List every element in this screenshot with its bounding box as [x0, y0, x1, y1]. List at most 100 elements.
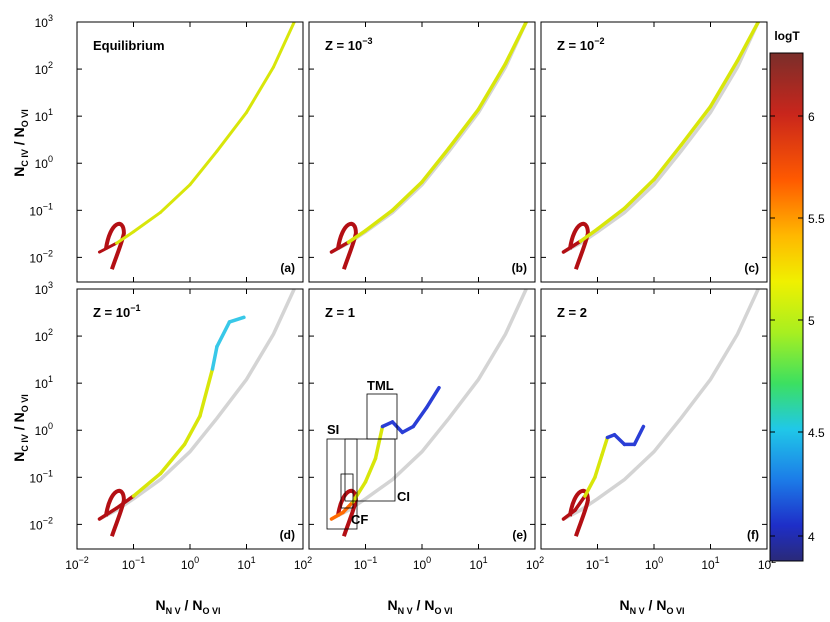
colorbar-title: logT [774, 29, 800, 43]
y-axis-label-bottom: NC IV / NO VI [11, 394, 30, 461]
equilibrium-reference-line-c [562, 22, 760, 254]
panel-e: 10−1 100 101 102 Z = 1 (e) TML SI CI CF [308, 288, 544, 572]
y-tick-label: 102 [35, 60, 53, 77]
series-segment-d-0 [97, 506, 119, 521]
annotation-label-cf: CF [351, 512, 368, 527]
series-segment-b-6 [476, 61, 508, 112]
series-segment-a-0 [97, 241, 118, 254]
y-tick-label: 100 [35, 421, 53, 438]
x-axis-label-2: NN V / NO VI [388, 597, 453, 616]
panel-b: Z = 10−3 (b) [308, 21, 536, 283]
series-segment-e-6 [390, 420, 405, 435]
svg-text:NN V / NO VI: NN V / NO VI [620, 597, 685, 616]
series-segment-b-2 [363, 208, 395, 233]
svg-text:NC IV / NO VI: NC IV / NO VI [11, 109, 30, 176]
x-tick-label: 101 [701, 555, 719, 572]
series-segment-d-8 [227, 315, 246, 324]
series-segment-c-3 [622, 177, 656, 211]
plot-frame-b [308, 21, 536, 283]
series-segment-b-5 [447, 107, 481, 150]
ylabel-sub2: O VI [20, 109, 30, 127]
ylabel-sub2-2: O VI [20, 394, 30, 412]
series-segment-c-5 [679, 104, 713, 148]
series-segment-b-3 [390, 180, 424, 213]
panel-letter-a: (a) [280, 261, 295, 275]
series-segment-f-0 [561, 508, 577, 521]
series-segment-a-1 [114, 230, 135, 245]
series-segment-d-7 [215, 320, 232, 349]
panel-title-a: Equilibrium [93, 38, 165, 53]
annotation-label-si: SI [327, 422, 339, 437]
y-tick-label: 103 [35, 13, 53, 30]
series-segment-a-7 [271, 22, 296, 69]
x-axis-label-3: NN V / NO VI [620, 597, 685, 616]
x-tick-label: 100 [645, 555, 663, 572]
hot-loop-a [103, 221, 126, 270]
panel-a: 103 102 101 100 10−1 10−2 Equilibrium (a) [29, 13, 304, 283]
colorbar: logT 6 5.5 5 4.5 4 [769, 29, 825, 562]
y-tick-label: 103 [35, 280, 53, 297]
series-segment-f-1 [573, 494, 587, 512]
x-tick-label: 102 [294, 555, 312, 572]
series-segment-e-7 [400, 424, 415, 435]
series-segment-c-6 [708, 59, 740, 109]
series-segment-e-1 [341, 500, 355, 515]
panel-title-d: Z = 10−1 [93, 303, 140, 320]
plot-frame-a [76, 21, 304, 283]
y-tick-label: 102 [35, 327, 53, 344]
hot-loop-b [335, 221, 358, 270]
x-tick-label: 10−1 [586, 555, 610, 572]
series-segment-b-1 [346, 228, 368, 244]
y-tick-label: 10−1 [29, 468, 53, 485]
series-segment-e-9 [424, 385, 441, 410]
series-segment-e-4 [373, 424, 385, 461]
series-segment-a-4 [188, 149, 219, 187]
series-segment-f-4 [600, 435, 610, 457]
x-axis-label-1: NN V / NO VI [156, 597, 221, 616]
series-segment-c-1 [578, 227, 600, 244]
series-segment-a-6 [245, 65, 275, 114]
panel-title-c: Z = 10−2 [557, 36, 604, 53]
x-tick-label: 101 [237, 555, 255, 572]
series-segment-f-6 [612, 433, 627, 447]
annotation-label-tml: TML [367, 378, 394, 393]
annotation-box-2 [344, 438, 396, 502]
panel-letter-b: (b) [512, 261, 527, 275]
svg-text:NN V / NO VI: NN V / NO VI [156, 597, 221, 616]
series-segment-e-5 [380, 420, 395, 429]
y-tick-label: 10−2 [29, 248, 53, 265]
series-segment-a-3 [158, 183, 192, 214]
series-segment-e-3 [363, 456, 378, 484]
hot-loop-c [567, 221, 590, 270]
equilibrium-reference-line-b [330, 22, 528, 254]
series-segment-c-7 [735, 22, 760, 63]
colorbar-tick-label: 4 [808, 530, 815, 544]
panel-c: Z = 10−2 (c) [540, 21, 768, 283]
series-segment-a-5 [215, 110, 248, 153]
series-segment-f-2 [583, 475, 597, 498]
series-segment-c-0 [561, 239, 583, 254]
series-segment-d-4 [182, 414, 202, 447]
ylabel-main: N [11, 167, 27, 177]
series-segment-d-6 [210, 344, 219, 371]
panel-title-f: Z = 2 [557, 305, 587, 320]
svg-text:NC IV / NO VI: NC IV / NO VI [11, 394, 30, 461]
x-tick-label: 10−1 [354, 555, 378, 572]
y-tick-label: 10−2 [29, 515, 53, 532]
y-tick-label: 10−1 [29, 201, 53, 218]
panel-title-e: Z = 1 [325, 305, 355, 320]
annotation-box-3 [340, 473, 354, 509]
series-segment-d-5 [198, 367, 215, 418]
series-segment-e-2 [351, 480, 368, 504]
x-tick-label: 100 [181, 555, 199, 572]
series-segment-c-2 [595, 206, 627, 231]
series-segment-f-3 [593, 453, 604, 480]
series-segment-a-2 [132, 210, 162, 234]
y-tick-label: 100 [35, 154, 53, 171]
ylabel-sub: C IV [20, 149, 30, 167]
panel-letter-c: (c) [744, 261, 759, 275]
ylabel-mid-2: / N [11, 412, 27, 434]
series-segment-b-7 [503, 22, 528, 66]
panel-d: 10−2 10−1 100 101 102 103 102 101 100 10−1 10−2 Z =… [29, 280, 312, 572]
